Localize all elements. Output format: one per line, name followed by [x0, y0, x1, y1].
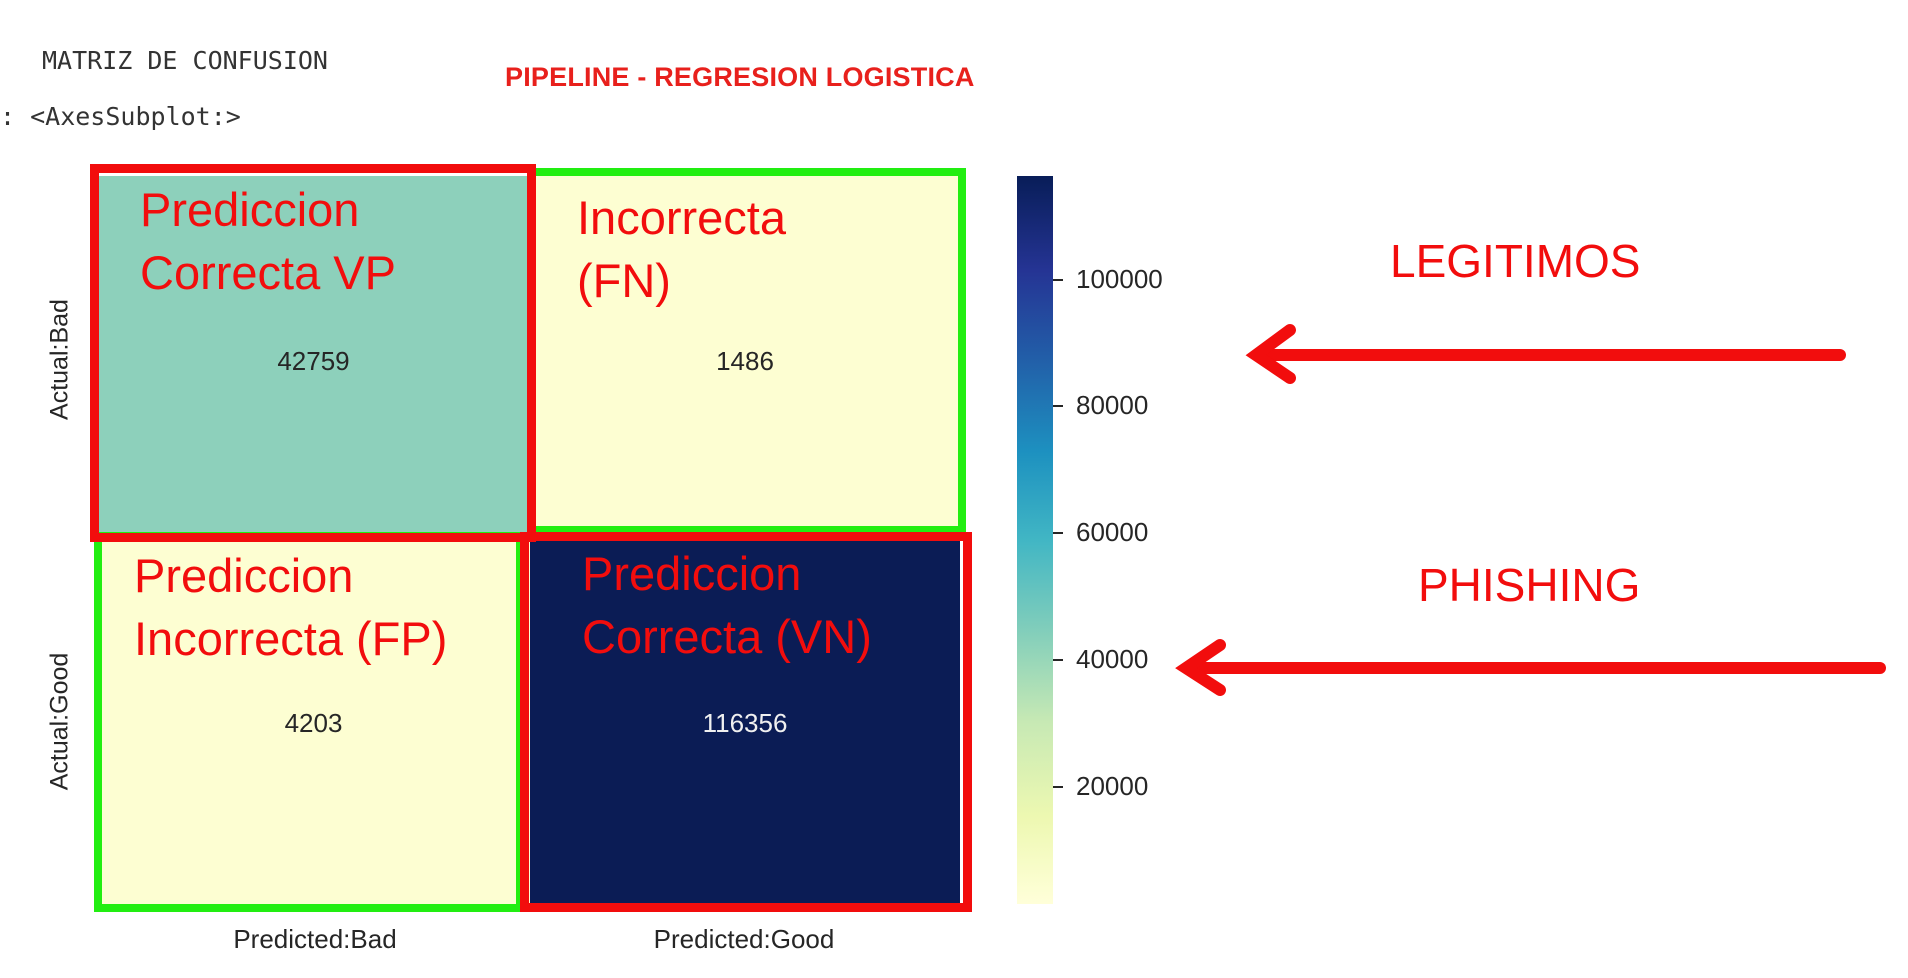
colorbar-tick-label: 20000 — [1076, 770, 1149, 801]
arrow-legitimos-head — [1245, 324, 1296, 384]
heatmap-cell-actual-good-predicted-good: 116356 — [530, 538, 960, 904]
pipeline-title: PIPELINE - REGRESION LOGISTICA — [505, 62, 975, 92]
cell-value: 1486 — [716, 346, 774, 376]
colorbar-tick-label: 60000 — [1076, 517, 1149, 548]
heatmap-cell-actual-bad-predicted-bad: 42759 — [97, 176, 530, 538]
output-prompt: : <AxesSubplot:> — [0, 102, 241, 131]
colorbar — [1017, 176, 1053, 904]
cell-value: 4203 — [284, 708, 343, 738]
note-line: Incorrecta — [577, 191, 786, 244]
note-top-right: Incorrecta (FN) — [577, 186, 786, 312]
note-line: Correcta (VN) — [582, 610, 872, 663]
colorbar-tick — [1053, 785, 1063, 788]
x-tick-label-predicted-good: Predicted:Good — [653, 924, 835, 954]
note-line: Prediccion — [140, 183, 360, 236]
heatmap-cell-actual-bad-predicted-good: 1486 — [530, 176, 960, 538]
note-bottom-right: Prediccion Correcta (VN) — [582, 542, 872, 668]
note-line: Prediccion — [134, 549, 354, 602]
heatmap-cell-actual-good-predicted-bad: 4203 — [97, 538, 530, 904]
x-tick-label-predicted-bad: Predicted:Bad — [233, 924, 397, 954]
note-line: (FN) — [577, 254, 671, 307]
colorbar-tick-label: 80000 — [1076, 390, 1149, 421]
colorbar-tick — [1053, 658, 1063, 661]
note-line: Prediccion — [582, 547, 802, 600]
note-bottom-left: Prediccion Incorrecta (FP) — [134, 544, 447, 670]
colorbar-tick — [1053, 405, 1063, 408]
note-top-left: Prediccion Correcta VP — [140, 178, 396, 304]
output-title: MATRIZ DE CONFUSION — [42, 46, 328, 75]
cell-value: 42759 — [277, 346, 350, 376]
colorbar-tick-label: 40000 — [1076, 643, 1149, 674]
arrow-phishing-head — [1175, 639, 1226, 696]
cell-value: 116356 — [702, 708, 788, 738]
red-box-top-left — [90, 164, 536, 542]
colorbar-tick — [1053, 532, 1063, 535]
annotation-phishing: PHISHING — [1418, 559, 1641, 611]
note-line: Correcta VP — [140, 246, 396, 299]
colorbar-tick-label: 100000 — [1076, 263, 1163, 294]
red-box-bottom-right — [520, 532, 972, 912]
annotation-legitimos: LEGITIMOS — [1390, 235, 1641, 287]
note-line: Incorrecta (FP) — [134, 612, 448, 665]
colorbar-tick — [1053, 278, 1063, 281]
